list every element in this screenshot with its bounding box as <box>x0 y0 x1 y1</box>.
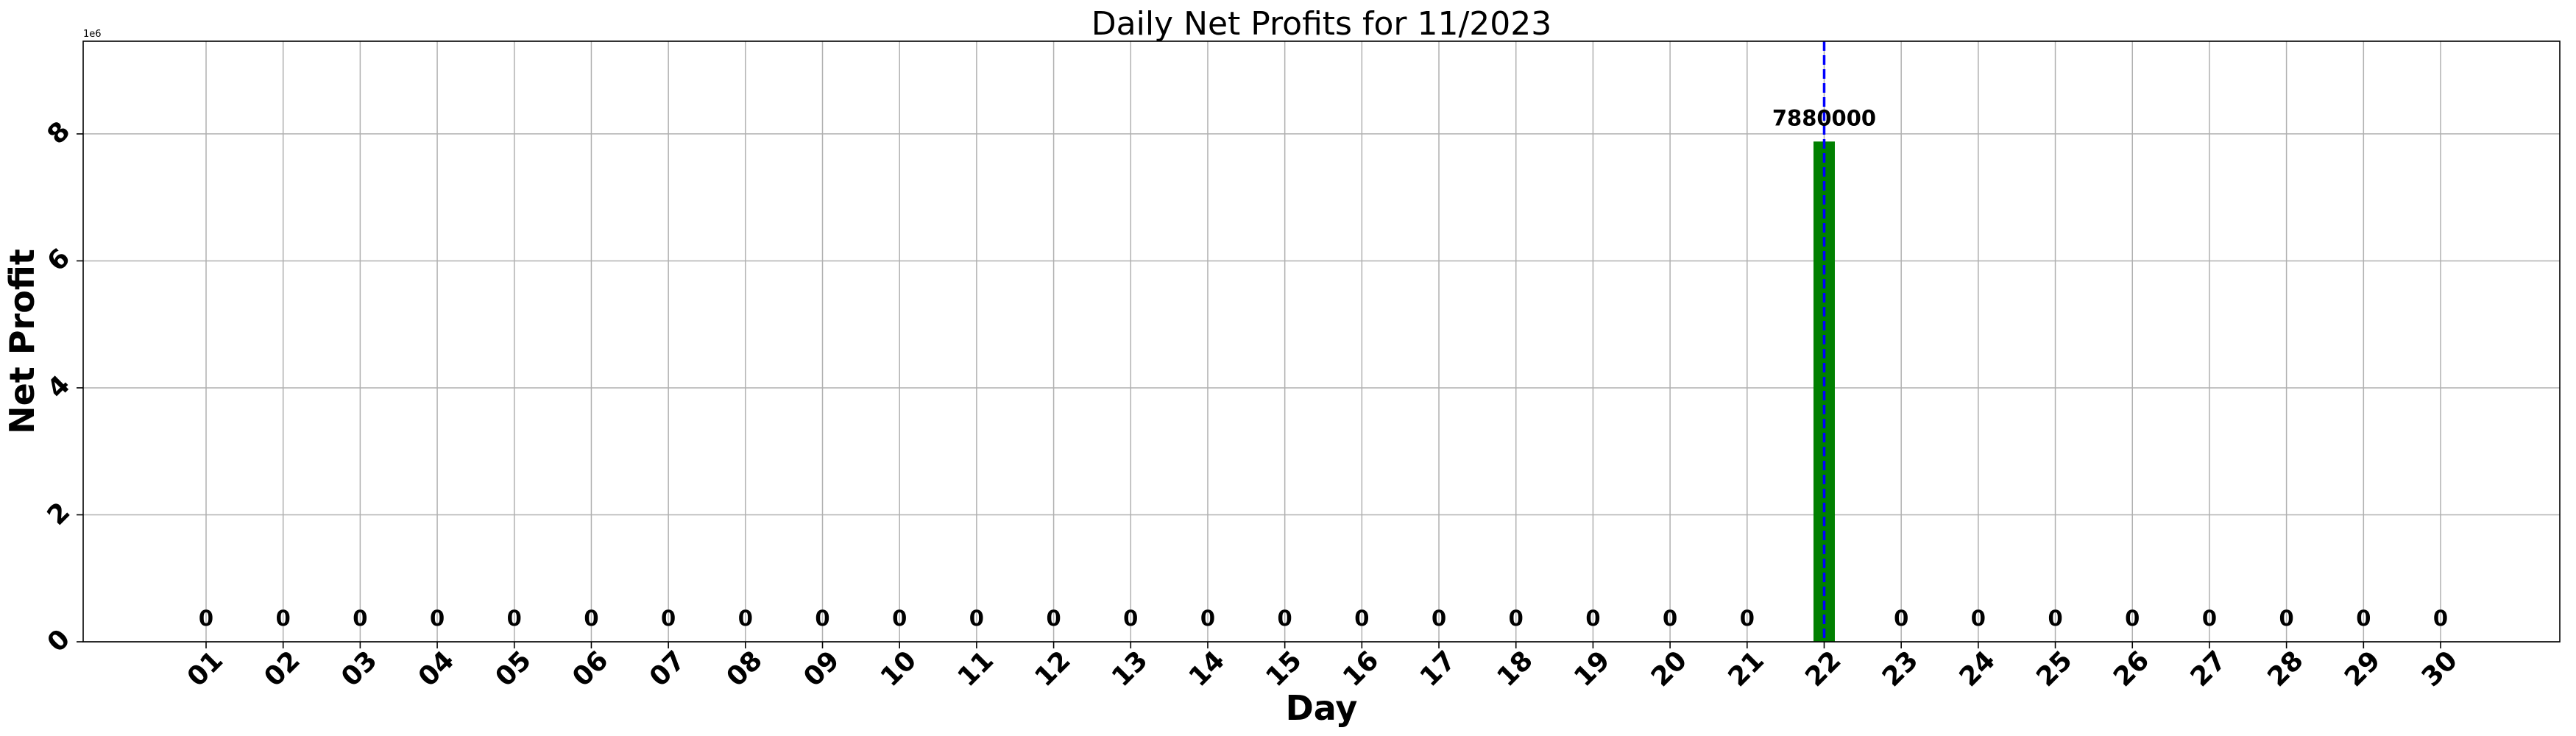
y-tick-label: 0 <box>42 624 77 659</box>
x-tick-label: 19 <box>1568 645 1616 693</box>
value-label-day-24: 0 <box>1971 606 1986 631</box>
x-tick-label: 05 <box>489 645 537 693</box>
x-tick-label: 04 <box>413 645 460 693</box>
value-label-day-15: 0 <box>1278 606 1292 631</box>
value-label-day-16: 0 <box>1354 606 1369 631</box>
value-label-day-04: 0 <box>430 606 445 631</box>
y-axis-label: Net Profit <box>2 249 42 434</box>
value-label-day-02: 0 <box>276 606 291 631</box>
y-tick-label: 6 <box>42 243 77 277</box>
ticks: 01 02 03 04 05 06 07 08 09 10 11 12 13 14 15 16 17 18 19 20… <box>42 116 2464 693</box>
x-tick-label: 23 <box>1877 645 1924 693</box>
x-tick-label: 06 <box>567 645 614 693</box>
x-tick-label: 12 <box>1029 645 1076 693</box>
value-label-day-29: 0 <box>2356 606 2371 631</box>
x-tick-label: 10 <box>875 645 922 693</box>
value-label-day-20: 0 <box>1663 606 1677 631</box>
x-tick-label: 08 <box>721 645 768 693</box>
plot-frame <box>82 40 2561 643</box>
x-tick-label: 18 <box>1491 645 1538 693</box>
value-label-day-09: 0 <box>815 606 829 631</box>
x-tick-label: 25 <box>2031 645 2078 693</box>
x-tick-label: 11 <box>952 645 999 693</box>
y-tick-label: 2 <box>42 497 77 531</box>
value-label-day-01: 0 <box>199 606 213 631</box>
value-label-day-25: 0 <box>2048 606 2062 631</box>
value-label-day-23: 0 <box>1894 606 1908 631</box>
x-axis-label: Day <box>1286 688 1358 728</box>
value-label-day-21: 0 <box>1740 606 1755 631</box>
value-labels: 0 0 0 0 0 0 0 0 0 0 0 0 0 0 0 0 0 0 0 0 0 7880000 0 0 0 0 0 0 0 0 <box>199 105 2448 631</box>
x-tick-label: 01 <box>182 645 229 693</box>
x-tick-label: 16 <box>1337 645 1384 693</box>
x-tick-label: 21 <box>1723 645 1770 693</box>
value-label-day-10: 0 <box>892 606 907 631</box>
value-label-day-30: 0 <box>2433 606 2448 631</box>
value-label-day-28: 0 <box>2279 606 2294 631</box>
value-label-day-08: 0 <box>738 606 753 631</box>
x-tick-label: 27 <box>2185 645 2232 693</box>
x-tick-label: 22 <box>1800 645 1847 693</box>
x-tick-label: 30 <box>2416 645 2463 693</box>
value-label-day-03: 0 <box>353 606 367 631</box>
x-tick-label: 13 <box>1106 645 1153 693</box>
x-tick-label: 24 <box>1954 645 2001 693</box>
value-label-day-19: 0 <box>1585 606 1600 631</box>
y-tick-label: 8 <box>42 116 77 151</box>
value-label-day-27: 0 <box>2202 606 2217 631</box>
x-tick-label: 09 <box>798 645 845 693</box>
value-label-day-14: 0 <box>1200 606 1215 631</box>
value-label-day-22: 7880000 <box>1772 105 1876 130</box>
x-tick-label: 02 <box>258 645 305 693</box>
value-label-day-18: 0 <box>1509 606 1524 631</box>
x-tick-label: 26 <box>2108 645 2155 693</box>
chart-title: Daily Net Profits for 11/2023 <box>1091 5 1552 43</box>
x-tick-label: 07 <box>644 645 691 693</box>
value-label-day-17: 0 <box>1432 606 1446 631</box>
value-label-day-13: 0 <box>1123 606 1138 631</box>
value-label-day-05: 0 <box>507 606 522 631</box>
value-label-day-26: 0 <box>2125 606 2140 631</box>
x-tick-label: 20 <box>1646 645 1693 693</box>
x-tick-label: 03 <box>336 645 383 693</box>
x-tick-label: 14 <box>1183 645 1231 693</box>
value-label-day-07: 0 <box>661 606 676 631</box>
grid-lines <box>83 41 2560 643</box>
y-axis-multiplier: 1e6 <box>83 29 102 40</box>
value-label-day-11: 0 <box>969 606 984 631</box>
x-tick-label: 28 <box>2262 645 2309 693</box>
x-tick-label: 17 <box>1415 645 1462 693</box>
value-label-day-12: 0 <box>1046 606 1061 631</box>
y-tick-label: 4 <box>42 370 77 405</box>
value-label-day-06: 0 <box>584 606 598 631</box>
x-tick-label: 29 <box>2339 645 2386 693</box>
x-tick-label: 15 <box>1260 645 1307 693</box>
